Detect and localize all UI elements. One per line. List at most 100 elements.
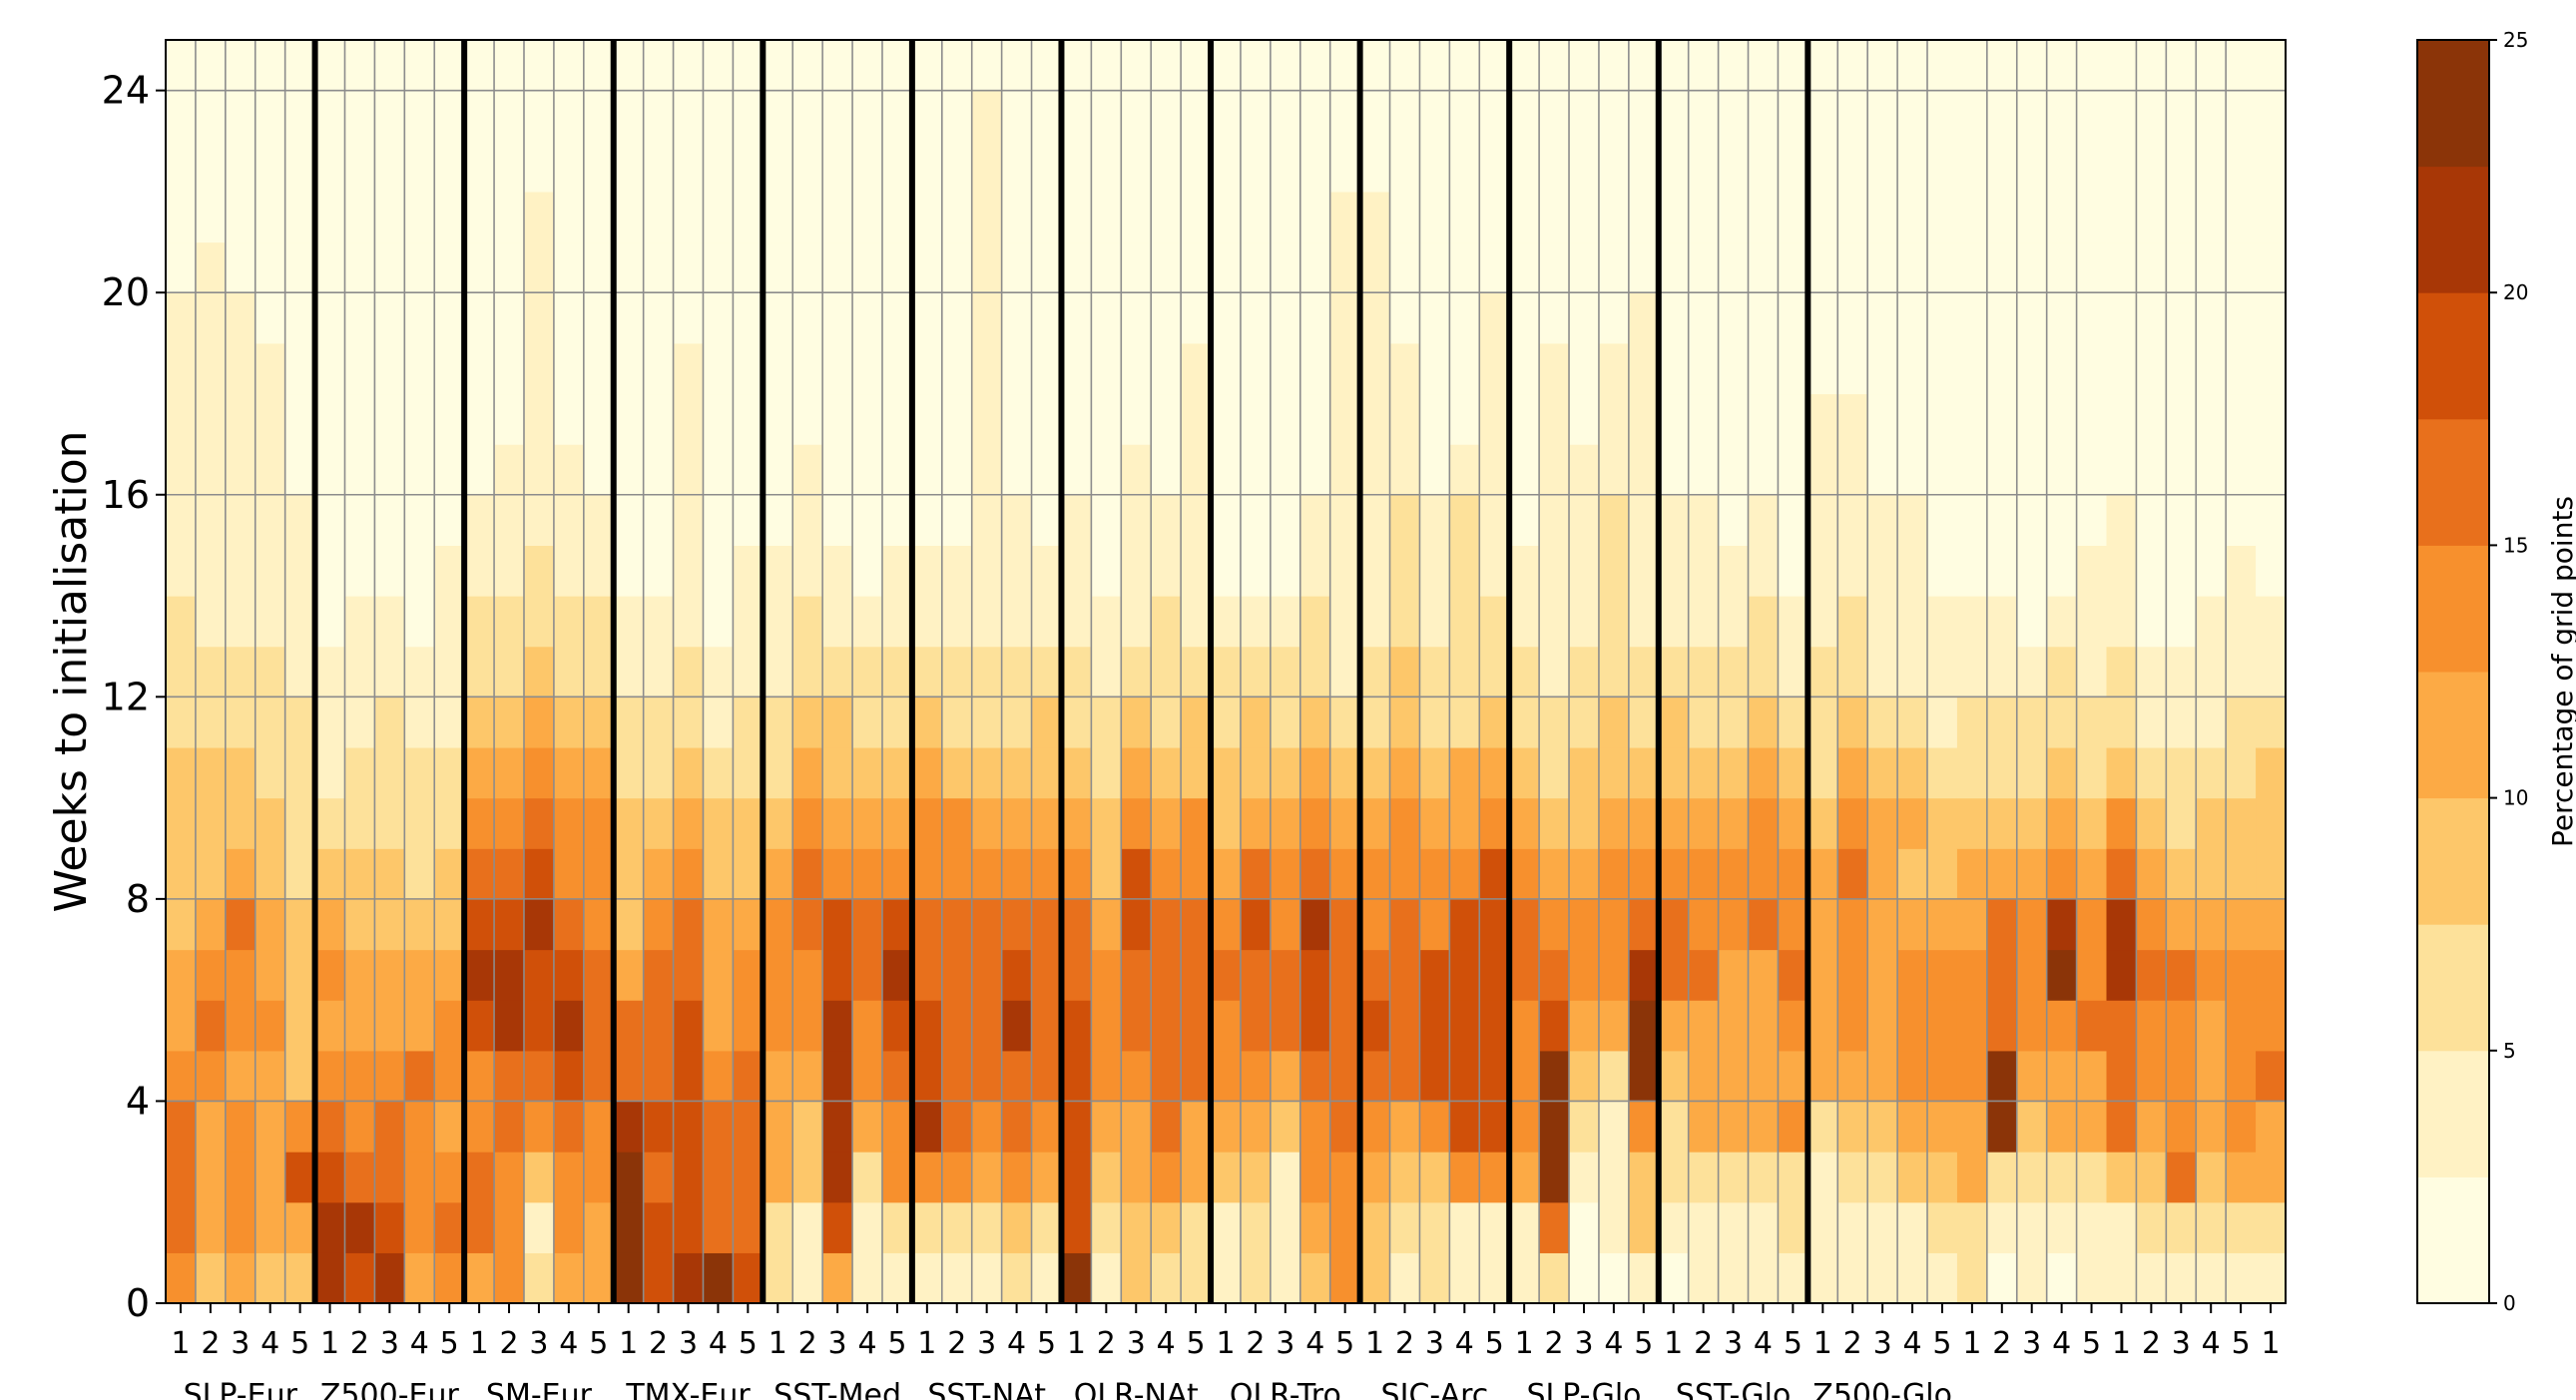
heatmap-cell — [1658, 1050, 1690, 1103]
heatmap-cell — [2196, 1101, 2227, 1153]
heatmap-cell — [374, 1152, 405, 1203]
heatmap-cell — [1807, 141, 1838, 193]
heatmap-cell — [1211, 848, 1242, 900]
heatmap-cell — [1181, 1252, 1212, 1304]
heatmap-cell — [1121, 393, 1152, 445]
heatmap-cell — [2076, 898, 2108, 951]
heatmap-cell — [344, 141, 376, 193]
heatmap-cell — [1479, 393, 1510, 445]
x-tick-label: 1 — [1067, 1326, 1086, 1361]
heatmap-cell — [195, 848, 227, 900]
x-tick-label: 2 — [499, 1326, 518, 1361]
heatmap-cell — [1778, 292, 1808, 344]
heatmap-cell — [1956, 746, 1988, 799]
heatmap-cell — [703, 393, 734, 445]
heatmap-cell — [2226, 393, 2257, 445]
heatmap-cell — [643, 1000, 675, 1052]
heatmap-cell — [166, 444, 197, 496]
heatmap-cell — [2256, 292, 2287, 344]
heatmap-cell — [971, 1050, 1003, 1103]
heatmap-cell — [673, 191, 705, 243]
heatmap-cell — [2226, 292, 2257, 344]
x-tick-label: 5 — [1335, 1326, 1354, 1361]
heatmap-cell — [1389, 241, 1421, 293]
heatmap-cell — [583, 292, 615, 344]
heatmap-cell — [1837, 697, 1868, 748]
heatmap-cell — [733, 342, 764, 395]
heatmap-cell — [2226, 90, 2257, 142]
heatmap-cell — [1718, 848, 1750, 900]
heatmap-cell — [1748, 444, 1780, 496]
heatmap-cell — [792, 342, 823, 395]
heatmap-cell — [911, 1050, 943, 1103]
heatmap-cell — [1359, 141, 1391, 193]
heatmap-cell — [553, 797, 585, 849]
heatmap-cell — [1151, 545, 1182, 597]
heatmap-cell — [1807, 1050, 1838, 1103]
heatmap-cell — [404, 1252, 435, 1304]
heatmap-cell — [2046, 191, 2078, 243]
group-label: Z500-Eur — [320, 1378, 460, 1400]
heatmap-cell — [852, 90, 883, 142]
heatmap-cell — [792, 1000, 823, 1052]
heatmap-cell — [1329, 393, 1361, 445]
heatmap-cell — [1181, 191, 1212, 243]
heatmap-cell — [2106, 393, 2138, 445]
heatmap-cell — [434, 697, 465, 748]
heatmap-cell — [1628, 393, 1660, 445]
heatmap-cell — [1449, 848, 1480, 900]
heatmap-cell — [2016, 444, 2048, 496]
heatmap-cell — [1748, 393, 1780, 445]
heatmap-cell — [1001, 545, 1033, 597]
heatmap-cell — [643, 40, 675, 92]
heatmap-cell — [971, 1252, 1003, 1304]
heatmap-cell — [1509, 241, 1540, 293]
heatmap-cell — [703, 596, 734, 648]
heatmap-cell — [2016, 90, 2048, 142]
heatmap-cell — [1778, 241, 1808, 293]
heatmap-cell — [1867, 342, 1898, 395]
heatmap-cell — [583, 545, 615, 597]
heatmap-cell — [2106, 1252, 2138, 1304]
heatmap-cell — [225, 646, 257, 698]
heatmap-cell — [733, 444, 764, 496]
heatmap-cell — [1748, 342, 1780, 395]
heatmap-cell — [1867, 697, 1898, 748]
heatmap-cell — [344, 393, 376, 445]
heatmap-cell — [1718, 949, 1750, 1001]
heatmap-cell — [2076, 494, 2108, 546]
heatmap-cell — [1539, 1000, 1570, 1052]
heatmap-cell — [1240, 697, 1272, 748]
group-label: SM-Eur — [486, 1378, 593, 1400]
heatmap-cell — [314, 746, 346, 799]
heatmap-cell — [1240, 1152, 1272, 1203]
heatmap-cell — [1927, 241, 1958, 293]
heatmap-cell — [1897, 1201, 1928, 1253]
heatmap-cell — [673, 1152, 705, 1203]
heatmap-cell — [941, 1201, 973, 1253]
heatmap-cell — [166, 848, 197, 900]
heatmap-cell — [1329, 292, 1361, 344]
heatmap-cell — [1658, 697, 1690, 748]
heatmap-cell — [1121, 949, 1152, 1001]
heatmap-cell — [1688, 40, 1720, 92]
heatmap-cell — [1748, 746, 1780, 799]
heatmap-cell — [1748, 848, 1780, 900]
heatmap-cell — [2166, 1050, 2197, 1103]
heatmap-cell — [1748, 949, 1780, 1001]
heatmap-cell — [1897, 40, 1928, 92]
heatmap-cell — [941, 494, 973, 546]
heatmap-cell — [643, 191, 675, 243]
heatmap-cell — [643, 545, 675, 597]
heatmap-cell — [1658, 596, 1690, 648]
heatmap-cell — [941, 545, 973, 597]
heatmap-cell — [284, 1101, 316, 1153]
heatmap-cell — [763, 1050, 793, 1103]
heatmap-cell — [1956, 898, 1988, 951]
x-tick-label: 5 — [1485, 1326, 1504, 1361]
heatmap-cell — [1569, 797, 1600, 849]
heatmap-cell — [941, 746, 973, 799]
heatmap-cell — [881, 746, 913, 799]
heatmap-cell — [1031, 949, 1063, 1001]
heatmap-cell — [1091, 444, 1122, 496]
